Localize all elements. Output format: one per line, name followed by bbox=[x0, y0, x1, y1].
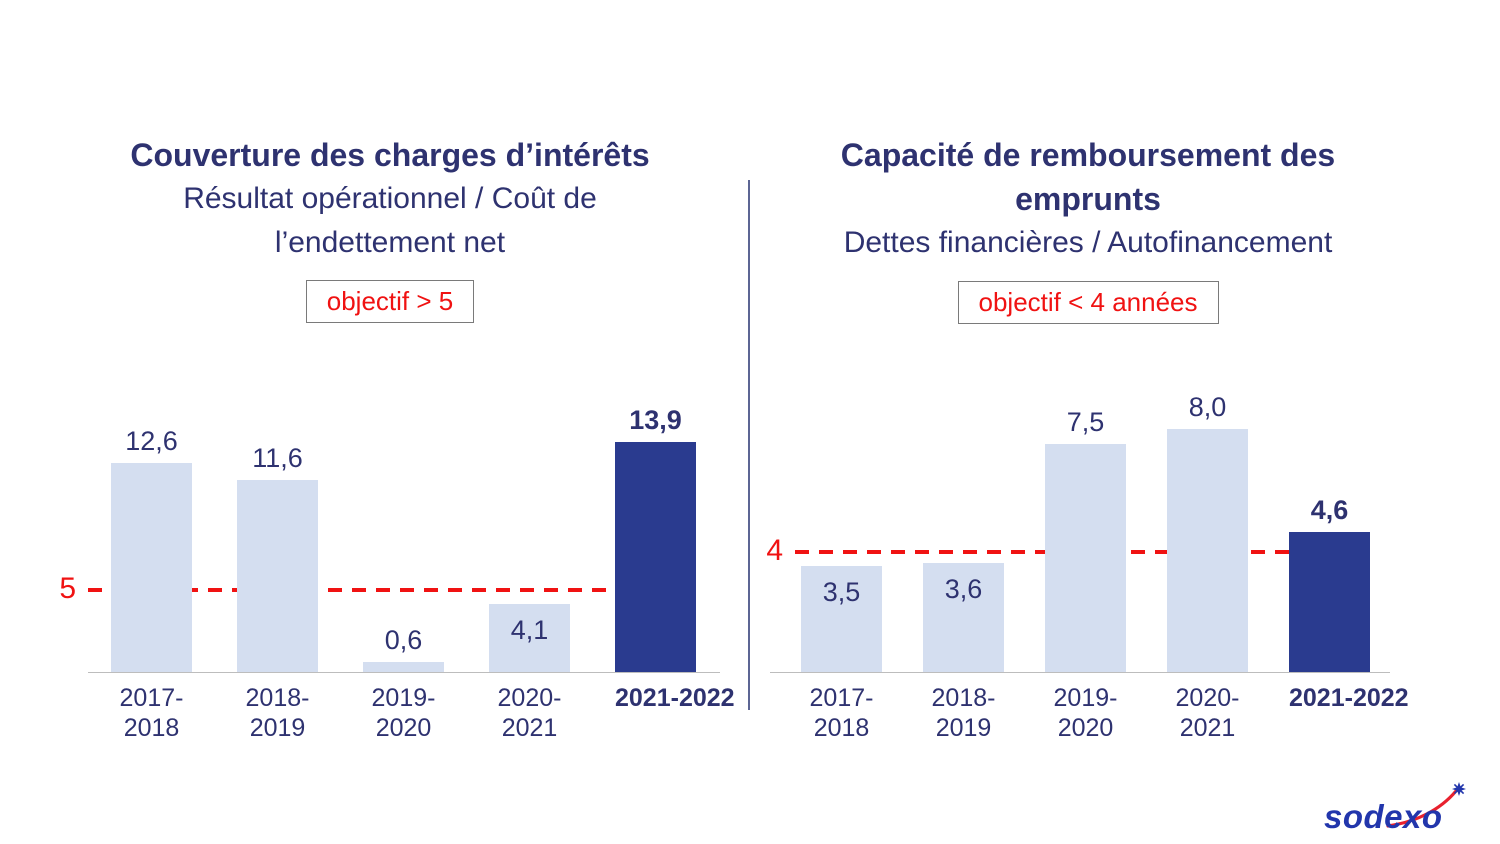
right-chart-subtitle: Dettes financières / Autofinancement bbox=[843, 226, 1333, 260]
bar-value-label: 12,6 bbox=[125, 426, 178, 456]
bar bbox=[801, 566, 882, 672]
bar-chart-interest-coverage: 5 12,6 11,6 0,6 4,1 13,9 2017- 2018 2018- 2019 201… bbox=[59, 405, 734, 742]
category-label: 2020- 2021 bbox=[497, 684, 562, 742]
category-label: 2017- 2018 bbox=[119, 684, 184, 742]
bar-slot: 4,1 bbox=[489, 604, 570, 672]
bar bbox=[489, 604, 570, 672]
bar-value-label: 13,9 bbox=[629, 405, 682, 435]
bar-value-label: 7,5 bbox=[1066, 407, 1105, 437]
category-label: 2018- 2019 bbox=[931, 684, 996, 742]
bar-slot: 7,5 bbox=[1045, 407, 1126, 672]
bar-value-label: 4,6 bbox=[1310, 495, 1349, 525]
bar-chart-debt-repayment: 4 3,5 3,6 7,5 8,0 4,6 2017- 2018 2018- 2019 2019- 2… bbox=[766, 392, 1408, 742]
category-labels-row: 2017- 2018 2018- 2019 2019- 2020 2020- 2021 2021… bbox=[770, 683, 1409, 743]
category-label: 2019- 2020 bbox=[371, 684, 436, 742]
right-objective-badge: objectif < 4 années bbox=[957, 280, 1219, 324]
category-label: 2018- 2019 bbox=[245, 684, 310, 742]
left-objective-label: objectif > 5 bbox=[326, 286, 454, 317]
bar-slot: 4,6 bbox=[1289, 495, 1370, 672]
bar bbox=[111, 463, 192, 672]
category-label: 2021-2022 bbox=[1289, 684, 1409, 712]
bar-slot: 3,6 bbox=[923, 563, 1004, 672]
bar-slot: 12,6 bbox=[111, 426, 192, 672]
logo-wordmark: sodexo bbox=[1324, 798, 1443, 835]
bar-slot: 8,0 bbox=[1167, 392, 1248, 672]
bar-value-label: 3,6 bbox=[944, 574, 983, 604]
bar bbox=[923, 563, 1004, 672]
category-label: 2020- 2021 bbox=[1175, 684, 1240, 742]
bar-slot: 0,6 bbox=[363, 625, 444, 672]
left-chart-header: Couverture des charges d’intérêts Résult… bbox=[40, 133, 740, 324]
bar-slot: 13,9 bbox=[615, 405, 696, 672]
left-chart-title: Couverture des charges d’intérêts bbox=[130, 137, 650, 173]
category-labels-row: 2017- 2018 2018- 2019 2019- 2020 2020- 2021 2021… bbox=[88, 683, 735, 743]
logo-comet-star-icon bbox=[1386, 782, 1466, 828]
right-chart-header: Capacité de remboursement des emprunts D… bbox=[763, 133, 1413, 324]
bar bbox=[1045, 444, 1126, 672]
target-line: 5 bbox=[59, 573, 696, 603]
x-axis-line bbox=[770, 672, 1390, 673]
category-label: 2017- 2018 bbox=[809, 684, 874, 742]
right-chart-title: Capacité de remboursement des emprunts bbox=[840, 137, 1336, 218]
bar-value-label: 0,6 bbox=[384, 625, 423, 655]
left-objective-badge: objectif > 5 bbox=[305, 280, 475, 324]
bar-slot: 3,5 bbox=[801, 566, 882, 672]
bar-value-label: 3,5 bbox=[822, 577, 861, 607]
panel-divider bbox=[748, 180, 750, 710]
category-label: 2019- 2020 bbox=[1053, 684, 1118, 742]
left-chart-subtitle: Résultat opérationnel / Coût de l’endett… bbox=[183, 182, 597, 259]
x-axis-line bbox=[88, 672, 720, 673]
category-label: 2021-2022 bbox=[615, 684, 735, 712]
target-value-label: 5 bbox=[59, 571, 76, 605]
bar-value-label: 8,0 bbox=[1188, 392, 1227, 422]
bar bbox=[363, 662, 444, 672]
bar bbox=[1289, 532, 1370, 672]
bar-value-label: 11,6 bbox=[252, 443, 303, 473]
target-value-label: 4 bbox=[766, 533, 783, 567]
sodexo-logo: sodexo bbox=[1318, 782, 1478, 838]
bar bbox=[615, 442, 696, 672]
bar-slot: 11,6 bbox=[237, 443, 318, 672]
bar-value-label: 4,1 bbox=[510, 615, 549, 645]
bar bbox=[1167, 429, 1248, 672]
bar bbox=[237, 480, 318, 672]
right-objective-label: objectif < 4 années bbox=[978, 286, 1198, 317]
bars-row: 12,6 11,6 0,6 4,1 13,9 bbox=[88, 405, 696, 672]
bars-row: 3,5 3,6 7,5 8,0 4,6 bbox=[770, 392, 1370, 672]
